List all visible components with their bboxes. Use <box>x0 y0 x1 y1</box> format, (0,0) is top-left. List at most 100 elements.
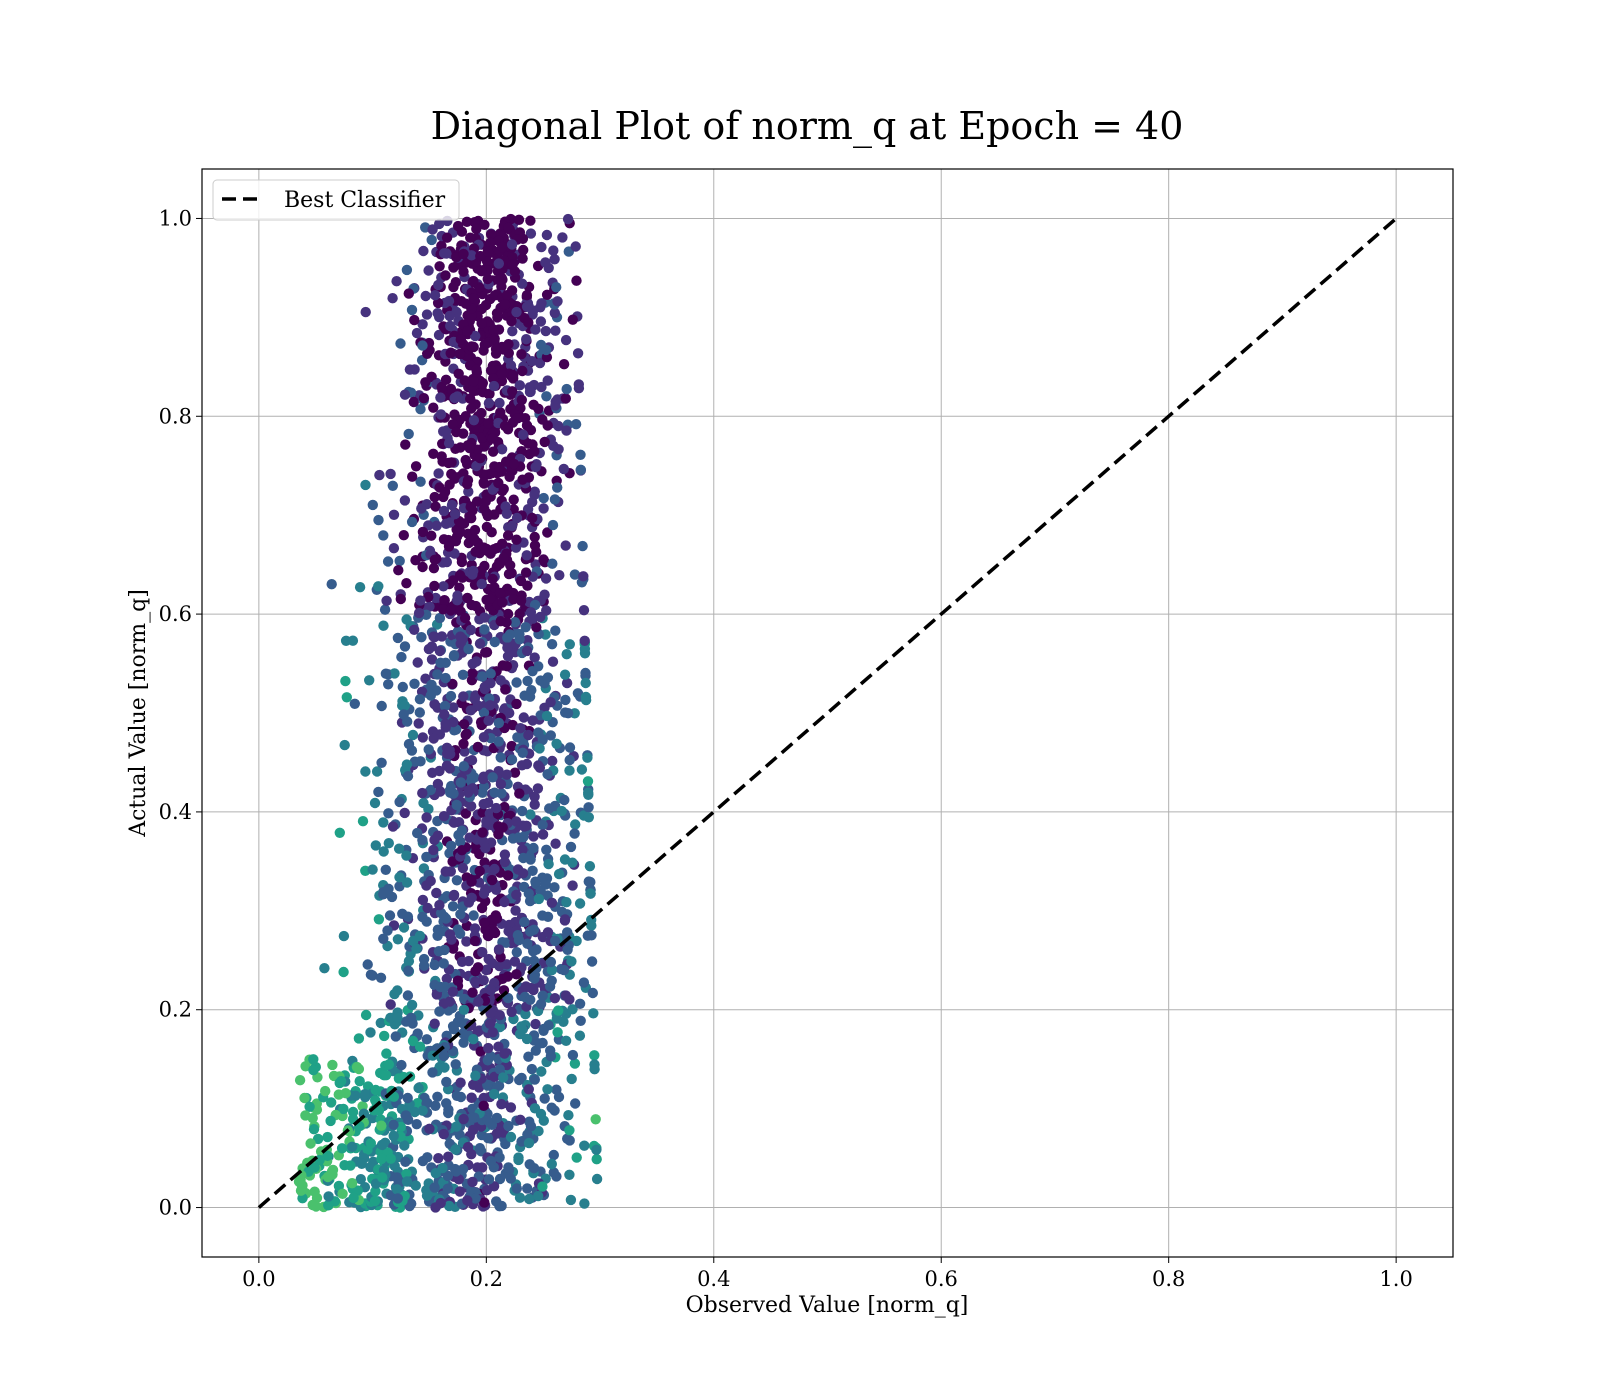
scatter-point-2261 <box>439 700 451 712</box>
scatter-point-1884 <box>560 540 571 551</box>
scatter-point-408 <box>547 755 558 767</box>
scatter-point-1895 <box>546 639 558 650</box>
scatter-point-2530 <box>441 248 452 259</box>
scatter-point-2206 <box>456 845 468 856</box>
scatter-point-1722 <box>458 1037 469 1048</box>
scatter-point-2260 <box>485 984 496 996</box>
scatter-point-2433 <box>487 772 498 783</box>
scatter-point-1494 <box>485 365 497 376</box>
scatter-point-1125 <box>552 1027 563 1038</box>
scatter-point-1733 <box>547 558 558 569</box>
scatter-point-2023 <box>392 632 404 644</box>
scatter-point-1746 <box>414 694 426 705</box>
scatter-point-2006 <box>494 1064 505 1075</box>
scatter-point-1819 <box>488 1088 500 1100</box>
scatter-point-1697 <box>493 1080 505 1091</box>
scatter-point-1729 <box>443 295 455 307</box>
scatter-point-1472 <box>511 677 522 688</box>
scatter-point-2099 <box>426 679 437 690</box>
scatter-point-2502 <box>417 526 429 538</box>
scatter-point-1425 <box>565 841 577 853</box>
scatter-point-440 <box>451 875 463 886</box>
scatter-point-1901 <box>518 244 529 256</box>
scatter-point-1748 <box>562 708 574 719</box>
scatter-point-1661 <box>537 734 548 745</box>
scatter-point-740 <box>460 729 471 741</box>
scatter-point-790 <box>428 402 439 413</box>
scatter-point-2510 <box>430 1202 441 1213</box>
scatter-point-2150 <box>507 326 518 337</box>
scatter-point-1248 <box>451 524 462 535</box>
scatter-point-2183 <box>468 376 479 387</box>
scatter-point-2125 <box>435 907 447 919</box>
scatter-point-2573 <box>527 496 538 508</box>
scatter-point-1358 <box>430 501 441 512</box>
scatter-point-227 <box>541 844 552 855</box>
scatter-point-1690 <box>509 617 521 628</box>
scatter-point-847 <box>495 752 506 763</box>
scatter-point-2242 <box>455 909 466 920</box>
legend: Best Classifier <box>212 179 460 221</box>
scatter-point-1403 <box>440 270 451 281</box>
scatter-point-2243 <box>365 1138 376 1149</box>
scatter-point-2059 <box>491 913 503 924</box>
scatter-point-1674 <box>525 926 536 937</box>
scatter-point-2034 <box>575 464 586 475</box>
scatter-point-1813 <box>470 330 481 342</box>
scatter-point-2418 <box>428 733 439 744</box>
scatter-point-2461 <box>434 765 445 777</box>
scatter-point-639 <box>401 264 413 276</box>
scatter-point-454 <box>389 668 400 679</box>
scatter-point-1932 <box>487 1027 498 1038</box>
scatter-point-1469 <box>426 641 438 652</box>
scatter-point-2321 <box>541 710 553 722</box>
scatter-point-2590 <box>392 1012 403 1023</box>
scatter-point-2595 <box>490 343 502 355</box>
scatter-point-2229 <box>458 1004 470 1015</box>
scatter-point-631 <box>514 1192 526 1203</box>
scatter-point-2257 <box>468 275 479 287</box>
scatter-point-2156 <box>517 1024 528 1035</box>
scatter-point-2163 <box>410 1180 421 1191</box>
scatter-point-1782 <box>503 568 515 580</box>
scatter-point-2277 <box>537 829 549 840</box>
scatter-point-2045 <box>441 232 453 243</box>
scatter-point-2457 <box>462 1195 473 1206</box>
scatter-point-1692 <box>482 1115 493 1126</box>
scatter-point-1799 <box>545 730 556 741</box>
scatter-point-1842 <box>527 865 538 876</box>
scatter-point-683 <box>509 767 521 778</box>
scatter-point-2136 <box>511 534 522 545</box>
scatter-point-930 <box>517 278 528 289</box>
scatter-point-1336 <box>415 404 426 415</box>
scatter-point-1977 <box>367 499 378 511</box>
scatter-point-2450 <box>547 519 559 531</box>
scatter-point-1997 <box>521 290 533 301</box>
scatter-point-869 <box>508 494 519 505</box>
scatter-point-752 <box>365 1027 376 1038</box>
scatter-point-2259 <box>527 715 538 726</box>
scatter-point-1981 <box>485 668 496 679</box>
scatter-point-2009 <box>527 613 539 624</box>
scatter-point-1132 <box>480 496 491 507</box>
scatter-point-2159 <box>423 591 434 603</box>
scatter-point-2472 <box>445 748 456 760</box>
scatter-point-2041 <box>411 327 423 339</box>
scatter-point-2537 <box>462 475 474 486</box>
scatter-point-1371 <box>515 1114 526 1126</box>
scatter-point-2297 <box>458 266 469 277</box>
scatter-point-433 <box>532 783 544 794</box>
scatter-point-369 <box>538 492 549 504</box>
y-tick-label-4: 0.8 <box>159 404 192 428</box>
scatter-point-2200 <box>475 250 486 262</box>
scatter-point-2170 <box>479 1197 490 1208</box>
scatter-point-2564 <box>436 451 447 462</box>
scatter-point-2599 <box>512 930 524 941</box>
scatter-point-1523 <box>326 579 337 590</box>
scatter-point-2548 <box>308 1064 319 1076</box>
scatter-point-1337 <box>460 808 472 819</box>
scatter-point-2446 <box>402 771 414 782</box>
scatter-point-1334 <box>501 959 512 970</box>
scatter-point-2353 <box>493 944 505 955</box>
scatter-point-692 <box>416 632 427 643</box>
